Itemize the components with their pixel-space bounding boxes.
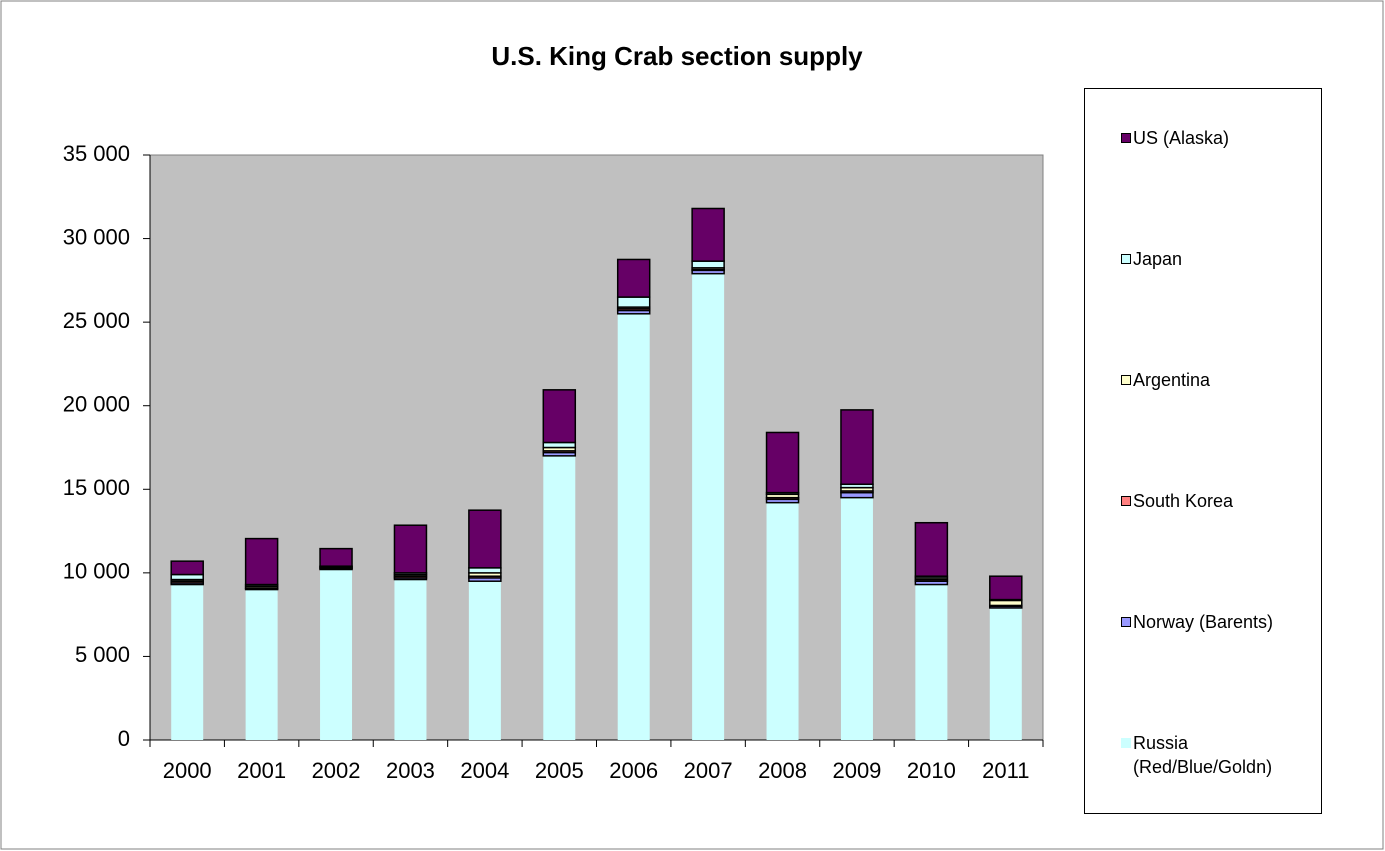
- x-tick-label: 2009: [832, 758, 881, 783]
- bar-segment: [616, 258, 651, 298]
- bar-segment: [915, 584, 948, 740]
- legend-label: Japan: [1133, 249, 1183, 269]
- y-tick-label: 5 000: [75, 642, 130, 667]
- bar-segment: [468, 509, 502, 569]
- bar-segment: [170, 560, 204, 576]
- x-tick-label: 2002: [312, 758, 361, 783]
- legend-swatch: [1121, 254, 1131, 264]
- bar-segment: [691, 260, 725, 269]
- bar-segment: [170, 573, 204, 581]
- bar-segment: [989, 599, 1023, 607]
- legend-swatch: [1121, 496, 1131, 506]
- bar-segment: [840, 497, 873, 740]
- x-tick-label: 2006: [609, 758, 658, 783]
- chart-title: U.S. King Crab section supply: [491, 41, 863, 71]
- bar-segment: [320, 569, 353, 740]
- plot-area: [149, 154, 1044, 741]
- y-tick-label: 35 000: [63, 141, 130, 166]
- bar-segment: [543, 455, 576, 740]
- bar-segment: [691, 207, 725, 262]
- x-tick-label: 2008: [758, 758, 807, 783]
- y-tick-label: 10 000: [63, 559, 130, 584]
- bar-segment: [245, 589, 278, 740]
- legend-label: Norway (Barents): [1133, 612, 1274, 632]
- x-tick-label: 2011: [982, 758, 1029, 783]
- bar-segment: [989, 607, 1022, 740]
- x-tick-label: 2000: [163, 758, 212, 783]
- bar-segment: [393, 524, 428, 574]
- bar-segment: [542, 441, 577, 449]
- bar-segment: [765, 431, 800, 494]
- y-tick-label: 30 000: [63, 224, 130, 249]
- x-tick-label: 2004: [460, 758, 509, 783]
- y-tick-label: 25 000: [63, 308, 130, 333]
- y-tick-label: 20 000: [63, 392, 130, 417]
- bar-segment: [244, 537, 279, 586]
- x-tick-label: 2003: [386, 758, 435, 783]
- legend-label: Argentina: [1133, 370, 1211, 390]
- bar-segment: [468, 581, 501, 740]
- bar-segment: [989, 575, 1023, 601]
- y-tick-label: 15 000: [63, 475, 130, 500]
- y-tick-label: 0: [118, 726, 130, 751]
- bar-segment: [542, 389, 577, 444]
- legend: US (Alaska) Japan Argentina South Korea Norw…: [1084, 88, 1322, 814]
- bar-segment: [840, 409, 874, 486]
- bar-segment: [617, 313, 650, 740]
- legend-label: South Korea: [1133, 491, 1234, 511]
- bar-segment: [766, 502, 799, 740]
- legend-swatch: [1121, 617, 1131, 627]
- bar-segment: [840, 491, 874, 499]
- bar-segment: [692, 273, 725, 740]
- bar-segment: [468, 567, 502, 574]
- legend-label: US (Alaska): [1133, 128, 1230, 148]
- legend-swatch: [1121, 375, 1131, 385]
- legend-swatch: [1121, 133, 1131, 143]
- x-tick-label: 2001: [237, 758, 286, 783]
- bar-segment: [319, 547, 353, 567]
- bar-segment: [171, 584, 204, 740]
- legend-swatch: [1121, 738, 1131, 748]
- bar-segment: [914, 521, 949, 577]
- bar-segment: [394, 579, 427, 740]
- x-tick-label: 2010: [907, 758, 956, 783]
- x-tick-label: 2005: [535, 758, 584, 783]
- x-tick-label: 2007: [684, 758, 733, 783]
- bar-segment: [616, 296, 651, 308]
- legend-label: Russia (Red/Blue/Goldn): [1133, 733, 1273, 777]
